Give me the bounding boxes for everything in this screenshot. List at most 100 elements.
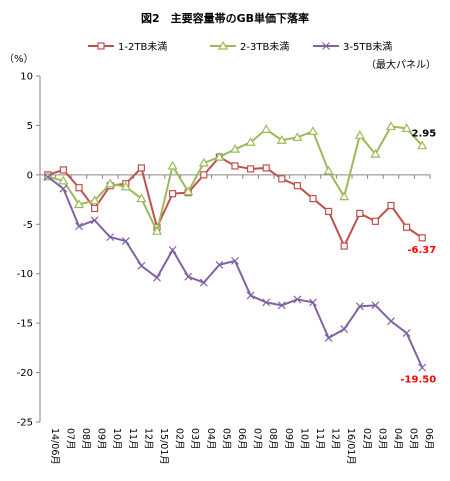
data-point (418, 234, 426, 242)
x-tick-label: 16/01月 (345, 428, 356, 465)
x-tick-label: 12月 (330, 428, 341, 450)
data-point (58, 175, 69, 185)
x-tick-label: 15/01月 (158, 428, 169, 465)
data-point (246, 291, 255, 300)
data-point (231, 256, 239, 265)
data-point (137, 164, 145, 172)
data-point (354, 130, 365, 139)
data-point (356, 209, 364, 218)
legend-marker (97, 42, 105, 50)
data-point (340, 242, 348, 250)
data-point (387, 317, 395, 326)
data-point (402, 329, 411, 337)
data-point (418, 363, 427, 372)
data-point (229, 143, 241, 153)
legend-label: 1-2TB未満 (118, 41, 167, 53)
end-value-label: -19.50 (400, 375, 436, 386)
y-tick-label: -25 (17, 418, 33, 429)
x-tick-label: 10月 (298, 428, 309, 450)
x-tick-label: 07月 (64, 428, 75, 450)
data-point (371, 301, 380, 310)
data-point (370, 148, 381, 158)
legend-item-3: 3-5TB未満 (313, 41, 392, 53)
data-point (43, 172, 52, 181)
data-point (73, 199, 85, 209)
data-point (59, 184, 68, 193)
x-tick-label: 03月 (376, 428, 387, 450)
data-point (323, 165, 334, 175)
x-tick-label: 11月 (127, 428, 138, 450)
x-tick-label: 09月 (96, 428, 107, 450)
data-point (417, 140, 428, 150)
x-tick-label: 10月 (111, 428, 122, 450)
chart-title: 図2 主要容量帯のGB単価下落率 (141, 11, 309, 25)
legend-item-2: 2-3TB未満 (210, 40, 289, 53)
data-point (137, 261, 146, 270)
data-point (59, 166, 68, 174)
legend: 1-2TB未満 2-3TB未満 3-5TB未満 (88, 40, 392, 53)
data-point (339, 191, 350, 201)
data-point (153, 273, 161, 282)
series-3: -19.50 (43, 172, 436, 386)
legend-label: 3-5TB未満 (343, 41, 392, 53)
legend-label: 2-3TB未満 (240, 41, 289, 53)
data-point (293, 182, 301, 190)
x-tick-label: 12月 (142, 428, 153, 450)
data-point (309, 298, 317, 307)
data-point (90, 204, 99, 213)
legend-item-1: 1-2TB未満 (88, 41, 167, 53)
x-tick-label: 05月 (408, 428, 419, 450)
data-point (307, 126, 319, 135)
data-point (277, 301, 286, 310)
y-unit-label: （%） (4, 53, 34, 65)
data-point (120, 181, 131, 191)
x-tick-label: 11月 (314, 428, 325, 450)
data-point (309, 194, 317, 203)
x-tick-label: 04月 (205, 428, 216, 450)
plot-area: -6.37 2.95 -19.50 (42, 121, 437, 386)
data-point (200, 171, 208, 179)
data-point (169, 190, 177, 198)
y-tick-label: 5 (27, 121, 33, 132)
x-tick-label: 02月 (361, 428, 372, 450)
data-point (105, 178, 116, 188)
legend-marker (322, 42, 330, 50)
data-point (340, 325, 349, 333)
end-value-label: 2.95 (412, 129, 437, 140)
x-tick-label: 04月 (392, 428, 403, 450)
series-1: -6.37 (44, 153, 436, 256)
data-point (183, 186, 194, 196)
series-line (47, 155, 423, 249)
x-tick-label: 09月 (283, 428, 294, 450)
data-point (278, 175, 286, 183)
data-point (136, 193, 147, 203)
data-point (198, 157, 209, 167)
data-point (262, 164, 270, 172)
data-point (106, 233, 115, 242)
y-tick-label: 10 (20, 72, 33, 83)
x-tick-label: 08月 (80, 428, 91, 450)
x-tick-label: 08月 (267, 428, 278, 450)
data-point (371, 217, 379, 225)
x-tick-label: 03月 (189, 428, 200, 450)
axes: 10 5 0 -5 -10 -15 -20 -25 14/06月 07月 08月 09月 10月 11月 1… (17, 72, 435, 465)
data-point (215, 260, 224, 269)
data-point (261, 124, 272, 133)
data-point (325, 207, 333, 216)
data-point (151, 225, 163, 235)
data-point (184, 272, 193, 281)
x-tick-label: 07月 (252, 428, 263, 450)
data-point (214, 151, 225, 161)
data-point (231, 162, 239, 170)
note-label: （最大パネル） (366, 58, 436, 71)
data-point (355, 302, 364, 311)
x-tick-label: 06月 (423, 428, 434, 450)
data-point (199, 278, 208, 287)
series-2: 2.95 (42, 121, 437, 235)
data-point (247, 165, 255, 173)
y-tick-label: -10 (17, 269, 33, 280)
y-tick-label: -15 (17, 319, 33, 330)
data-point (89, 195, 100, 205)
y-tick-label: -20 (17, 368, 33, 379)
